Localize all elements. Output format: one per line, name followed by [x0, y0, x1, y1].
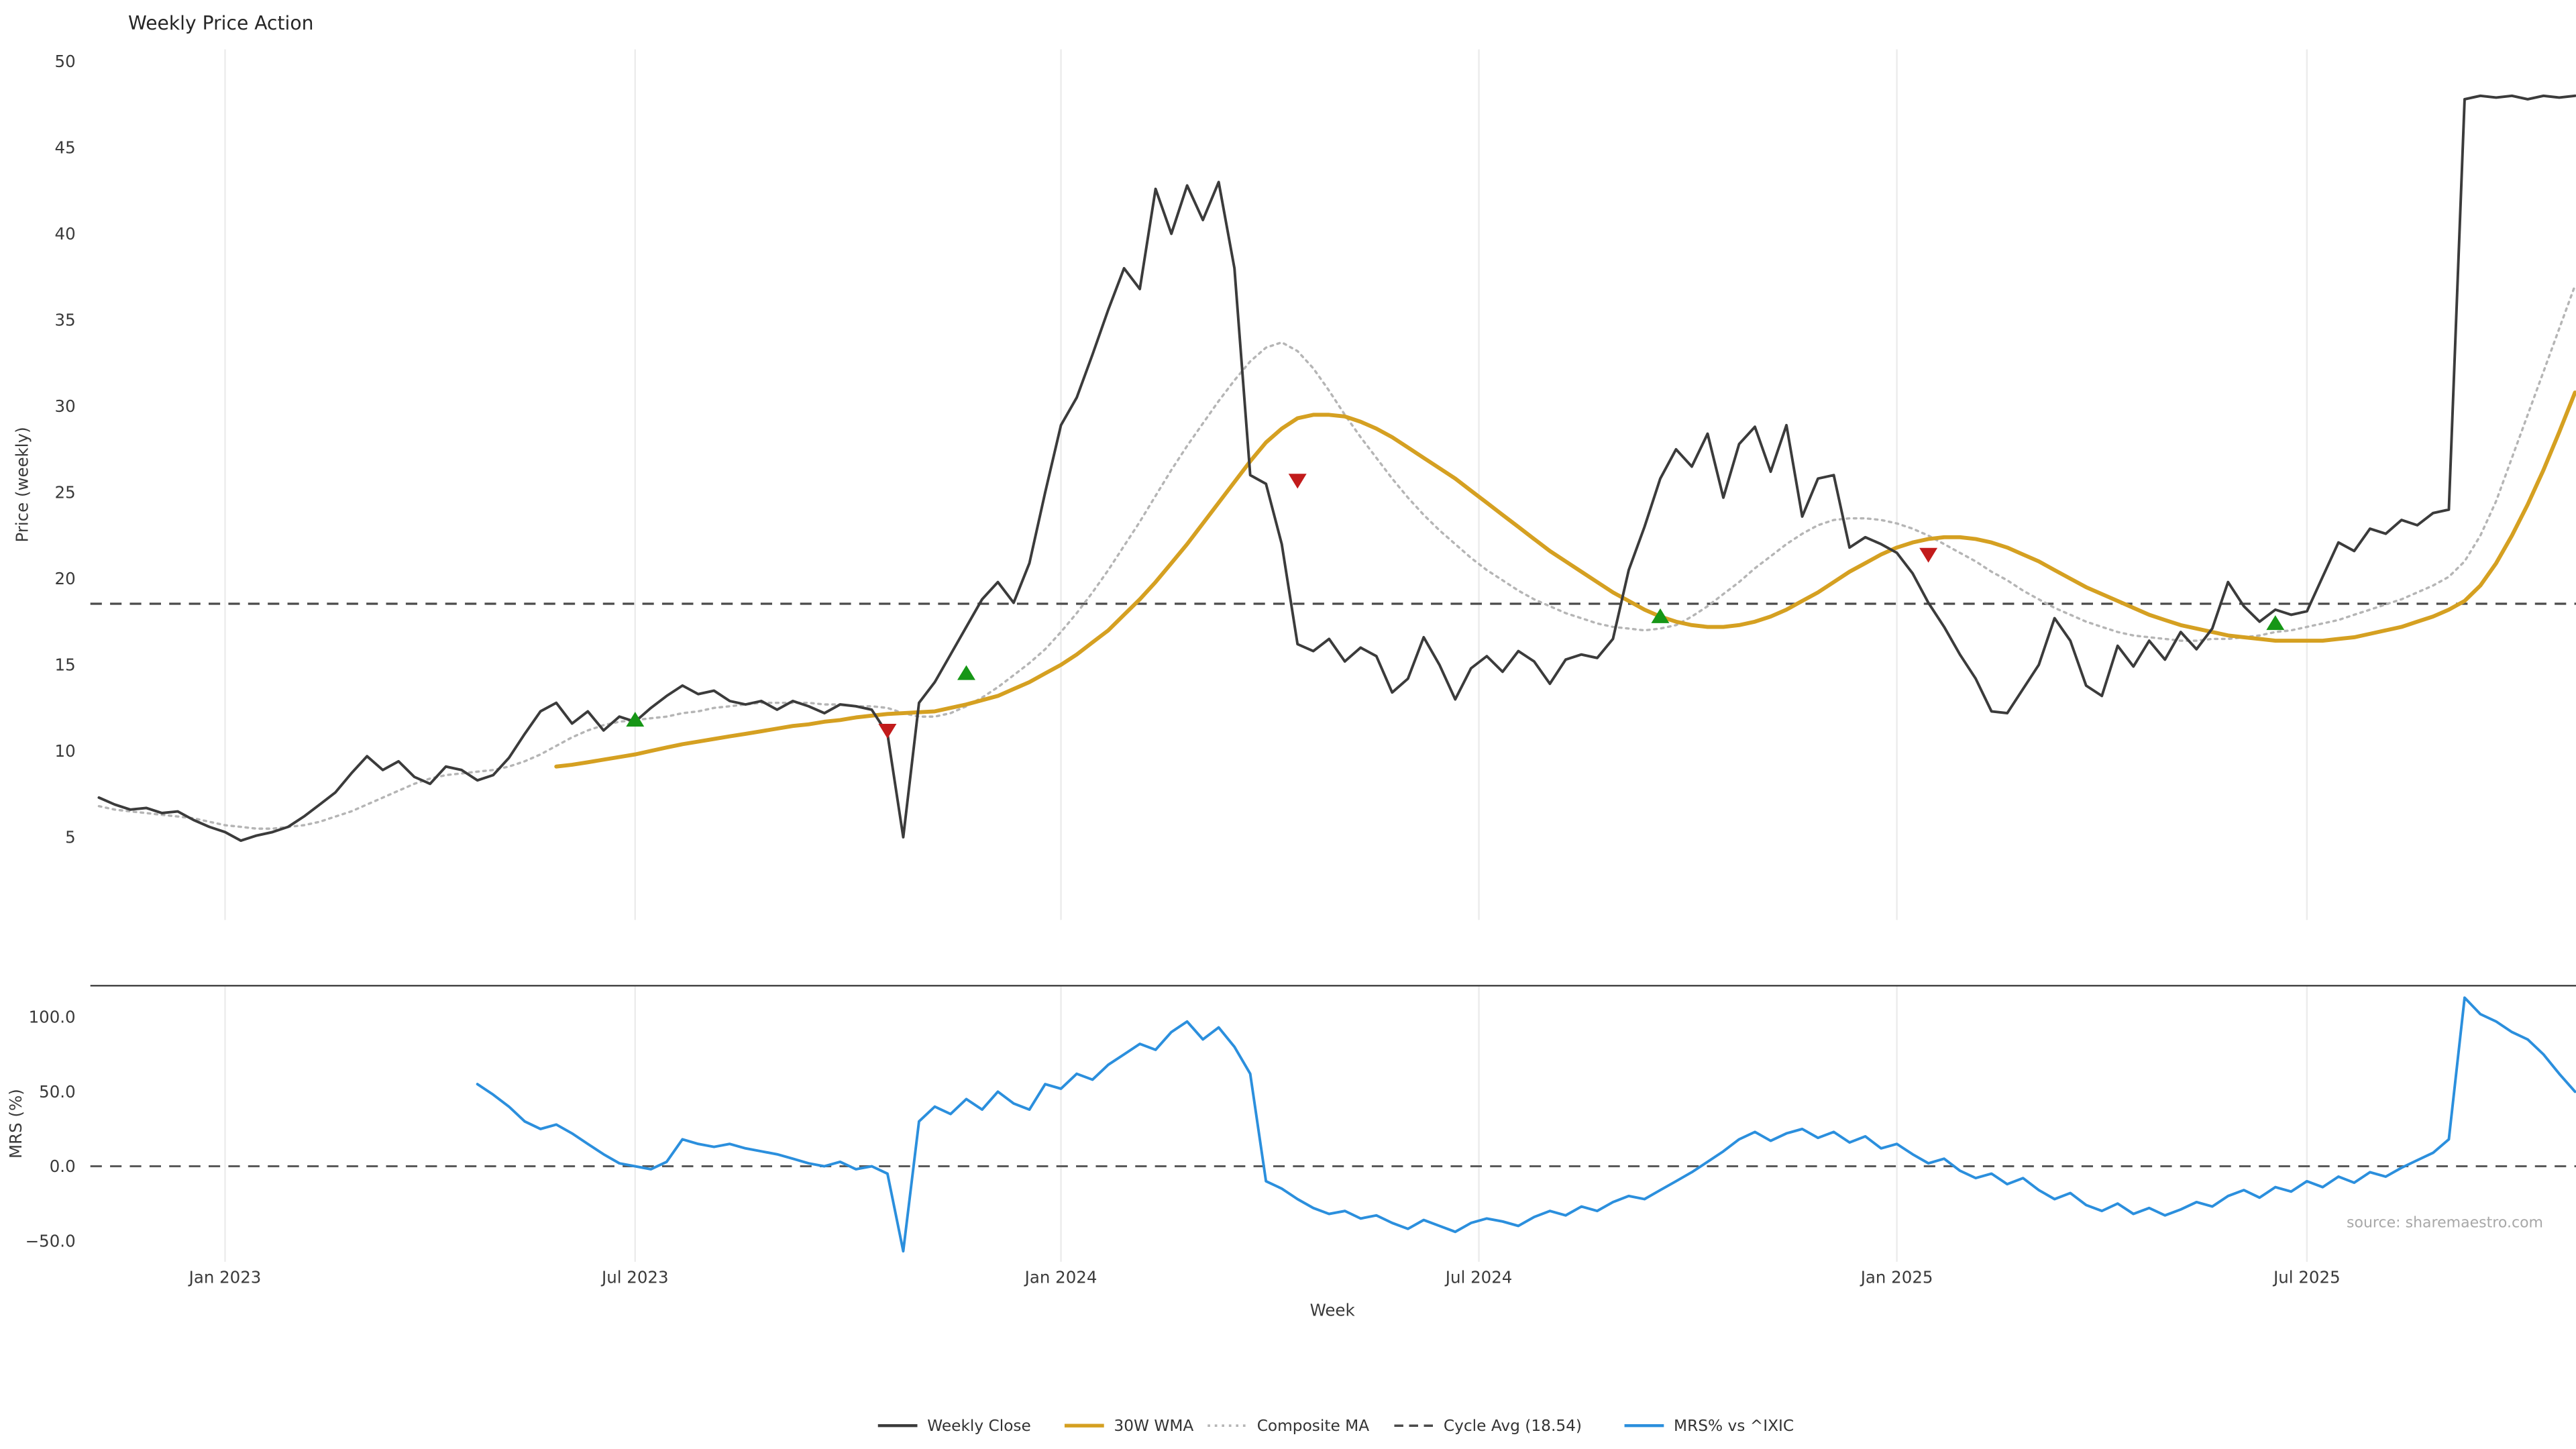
gridlines-group	[224, 49, 2308, 1262]
series-composite-ma	[97, 284, 2576, 830]
chart-legend: Weekly Close 30W WMA Composite MA Cycle Avg…	[877, 1417, 1794, 1435]
legend-label: MRS% vs ^IXIC	[1674, 1417, 1794, 1435]
legend-label: Composite MA	[1257, 1417, 1370, 1435]
sell-signal-marker	[878, 724, 897, 739]
price-tick-label: 25	[55, 483, 76, 502]
x-tick-label: Jul 2023	[600, 1268, 669, 1287]
x-tick-label: Jul 2024	[1444, 1268, 1513, 1287]
x-axis-ticks: Jan 2023 Jul 2023 Jan 2024 Jul 2024 Jan 2025…	[188, 1268, 2341, 1287]
buy-signal-marker	[2266, 615, 2285, 631]
reference-lines-group	[90, 602, 2576, 1168]
mrs-series-group	[476, 996, 2576, 1253]
price-tick-label: 10	[55, 741, 76, 761]
x-tick-label: Jan 2023	[188, 1268, 262, 1287]
x-tick-label: Jan 2025	[1860, 1268, 1933, 1287]
price-tick-label: 35	[55, 311, 76, 330]
x-axis-label: Week	[1310, 1301, 1356, 1320]
x-tick-label: Jan 2024	[1024, 1268, 1097, 1287]
mrs-tick-label: 100.0	[29, 1008, 76, 1027]
legend-label: Weekly Close	[927, 1417, 1031, 1435]
sell-signal-marker	[1288, 474, 1307, 489]
sell-signal-marker	[1919, 547, 1938, 563]
buy-signal-marker	[1651, 608, 1670, 623]
chart-title: Weekly Price Action	[128, 12, 313, 34]
price-tick-label: 15	[55, 655, 76, 675]
signal-markers-group	[626, 474, 2285, 739]
legend-label: Cycle Avg (18.54)	[1444, 1417, 1582, 1435]
mrs-tick-label: 0.0	[50, 1157, 76, 1176]
price-tick-label: 20	[55, 569, 76, 588]
series-mrs-vs-ixic	[476, 996, 2576, 1253]
mrs-tick-label: 50.0	[39, 1082, 75, 1102]
mrs-tick-label: −50.0	[25, 1231, 76, 1250]
mrs-axis-label: MRS (%)	[6, 1089, 25, 1159]
price-tick-label: 5	[65, 828, 76, 847]
mrs-axis-ticks: −50.0 0.0 50.0 100.0	[25, 1008, 76, 1251]
buy-signal-marker	[957, 665, 975, 680]
price-tick-label: 30	[55, 396, 76, 416]
source-watermark: source: sharemaestro.com	[2347, 1214, 2543, 1231]
price-tick-label: 45	[55, 138, 76, 157]
x-tick-label: Jul 2025	[2272, 1268, 2341, 1287]
price-series-group	[97, 94, 2576, 843]
price-tick-label: 40	[55, 224, 76, 244]
series-30w-wma	[554, 390, 2576, 769]
legend-label: 30W WMA	[1114, 1417, 1193, 1435]
price-tick-label: 50	[55, 52, 76, 71]
buy-signal-marker	[626, 712, 645, 727]
price-axis-label: Price (weekly)	[13, 427, 32, 542]
series-weekly-close	[97, 94, 2576, 843]
price-axis-ticks: 5 10 15 20 25 30 35 40 45 50	[55, 52, 76, 847]
